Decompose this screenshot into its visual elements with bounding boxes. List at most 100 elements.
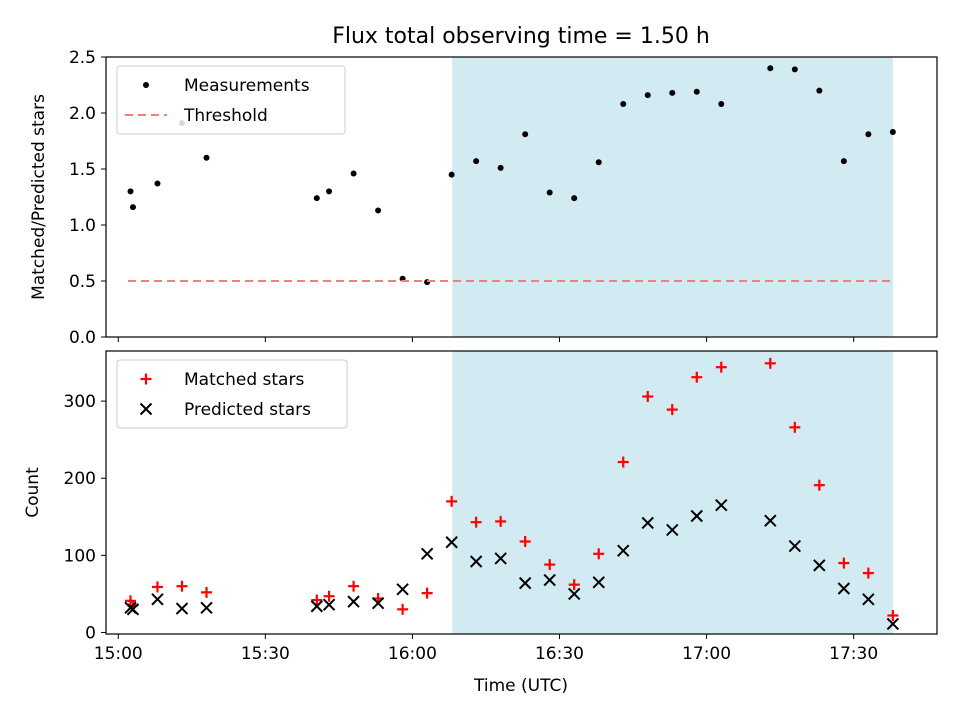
predicted-marker-b [715, 499, 728, 512]
measurement-point [313, 195, 320, 202]
x-tick-label: 17:00 [682, 644, 731, 664]
observing-interval-shade [452, 57, 893, 337]
matched-star-marker [470, 516, 482, 528]
y-tick-label: 2.5 [69, 48, 96, 68]
measurement-point [620, 101, 627, 108]
matched-star-marker [421, 587, 433, 599]
y-tick-label: 0.5 [69, 272, 96, 292]
predicted-marker-b [200, 601, 213, 614]
matched-star-marker [789, 421, 801, 433]
predicted-marker-b [813, 559, 826, 572]
predicted-star-marker [322, 598, 336, 611]
predicted-star-marker [764, 514, 777, 527]
y-tick-label: 2.0 [69, 104, 96, 124]
axes-frame [105, 56, 938, 338]
legend-label: Threshold [183, 106, 268, 126]
predicted-marker-b [175, 602, 189, 615]
predicted-marker-b [371, 596, 385, 610]
legend-box [116, 359, 348, 429]
measurement-point [473, 158, 480, 165]
predicted-star-marker [347, 595, 360, 608]
predicted-marker-b [420, 547, 434, 561]
predicted-star-marker [518, 576, 532, 590]
matched-star-marker [151, 581, 163, 593]
x-axis-label: Time (UTC) [473, 676, 568, 696]
predicted-star-marker [862, 593, 875, 606]
measurement-point [644, 92, 651, 99]
measurement-point [129, 204, 136, 211]
matched-star-marker [887, 609, 899, 621]
x-tick-label: 17:30 [829, 644, 878, 664]
measurement-point [154, 180, 161, 187]
matched-star-marker [642, 390, 654, 402]
measurement-point [203, 154, 210, 161]
observing-interval-shade [452, 351, 893, 634]
matched-star-marker [568, 579, 580, 591]
matched-star-marker [666, 404, 678, 416]
predicted-star-marker [175, 602, 189, 615]
predicted-marker-b [617, 544, 630, 557]
predicted-marker-b [592, 576, 605, 589]
x-tick-label: 15:00 [94, 644, 143, 664]
matched-star-marker [715, 361, 727, 373]
predicted-star-marker [543, 573, 556, 587]
predicted-star-marker [469, 555, 483, 568]
predicted-marker-b [518, 576, 532, 590]
bottom-panel-counts: 0 100 200 300 15:00 15:30 16:00 16:30 17:00 17:30… [23, 350, 938, 664]
top-panel-ratio: 0.0 0.5 1.0 1.5 2.0 2.5 Matched/Predicted star… [29, 48, 938, 348]
predicted-marker-b [322, 598, 336, 611]
y-axis-label: Matched/Predicted stars [29, 94, 49, 300]
predicted-marker-b [543, 573, 556, 587]
predicted-marker-b [567, 587, 581, 601]
predicted-star-marker [592, 576, 605, 589]
y-axis-label: Count [23, 467, 43, 518]
predicted-marker-b [764, 514, 777, 527]
y-tick-label: 1.0 [69, 216, 96, 236]
x-tick-label: 15:30 [241, 644, 290, 664]
legend-label: Measurements [184, 76, 310, 96]
matched-star-marker [593, 548, 605, 560]
predicted-marker-b [641, 516, 654, 530]
axes-frame [105, 350, 938, 635]
matched-star-marker [495, 515, 507, 527]
measurement-point [127, 188, 134, 195]
predicted-marker-b [445, 536, 458, 549]
matched-star-marker [813, 479, 825, 491]
legend-x-icon [139, 402, 153, 416]
matched-star-marker [862, 567, 874, 579]
predicted-star-marker [445, 536, 458, 549]
matched-star-marker [311, 594, 323, 606]
y-tick-label: 1.5 [69, 160, 96, 180]
predicted-star-marker [886, 617, 900, 631]
legend-label: Matched stars [184, 370, 304, 390]
y-tick-label: 100 [64, 546, 96, 566]
measurement-point [816, 87, 823, 94]
measurement-point [448, 171, 455, 178]
matched-star-marker [838, 557, 850, 569]
measurement-point [326, 188, 333, 195]
predicted-marker-b [151, 593, 164, 606]
measurement-point [571, 195, 578, 202]
predicted-marker-b [469, 555, 483, 568]
measurement-point [840, 158, 847, 165]
predicted-star-marker [126, 603, 140, 616]
legend: Measurements Threshold [116, 65, 346, 135]
y-tick-label: 300 [64, 392, 96, 412]
chart-title: Flux total observing time = 1.50 h [332, 24, 710, 49]
x-tick-label: 16:00 [388, 644, 437, 664]
predicted-marker-b [690, 509, 703, 523]
measurement-point [889, 129, 896, 136]
predicted-star-marker [200, 601, 213, 614]
legend-label: Predicted stars [184, 400, 311, 420]
legend-dot-icon [143, 82, 149, 88]
matched-star-marker [446, 495, 458, 507]
measurement-point [791, 66, 798, 73]
predicted-star-marker [617, 544, 630, 557]
predicted-star-marker [494, 552, 507, 565]
predicted-star-marker [151, 593, 164, 606]
predicted-star-marker [715, 499, 728, 512]
predicted-marker-b [396, 583, 409, 596]
predicted-marker-b [666, 523, 679, 537]
predicted-star-marker [690, 509, 703, 523]
predicted-marker-b [837, 582, 851, 595]
